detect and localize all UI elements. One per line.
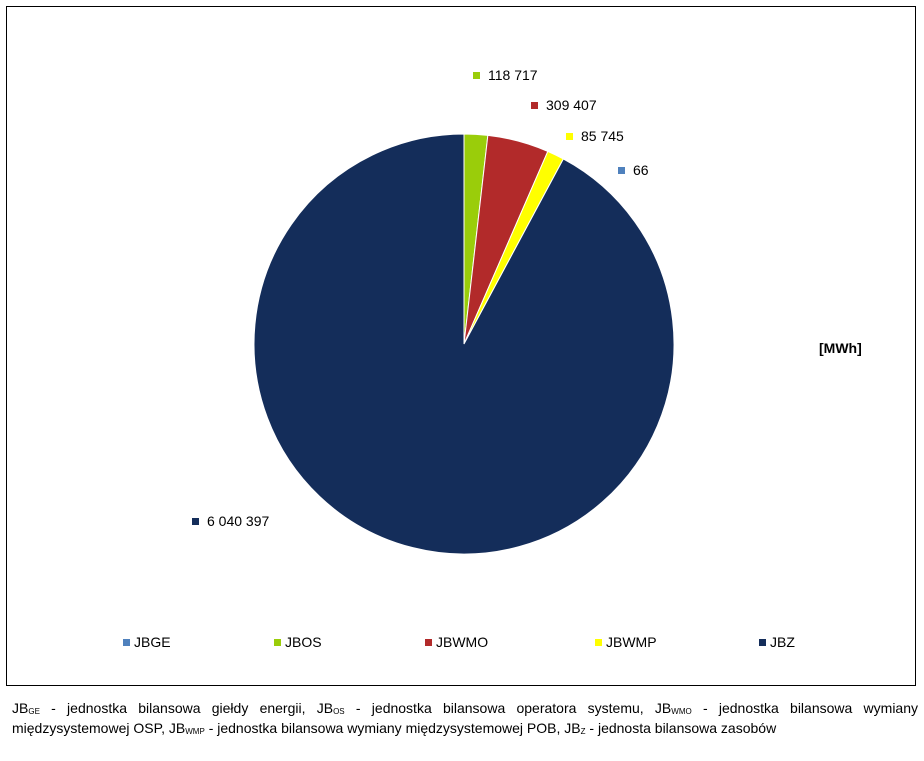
chart-frame: 118 717 309 407 85 745 66 6 040 397 [MWh…	[6, 6, 916, 686]
caption: JBGE - jednostka bilansowa giełdy energi…	[12, 700, 918, 740]
data-label-jbz: 6 040 397	[192, 513, 269, 529]
swatch-jbge	[618, 166, 625, 174]
caption-text: JB	[12, 700, 29, 716]
legend-item-jbwmp: JBWMP	[595, 634, 657, 650]
unit-label: [MWh]	[819, 340, 862, 356]
data-label-jbos: 118 717	[473, 67, 538, 83]
legend-label: JBWMP	[606, 634, 657, 650]
caption-subscript: WMO	[671, 707, 692, 716]
swatch-jbwmo	[531, 101, 538, 109]
legend-item-jbos: JBOS	[274, 634, 322, 650]
caption-text: - jednosta bilansowa zasobów	[585, 720, 777, 736]
swatch-jbos	[473, 71, 480, 79]
legend-item-jbz: JBZ	[759, 634, 795, 650]
pie-slice-jbz	[253, 133, 675, 555]
data-label-text: 6 040 397	[207, 513, 270, 529]
caption-text: - jednostka bilansowa giełdy energii, JB	[39, 700, 334, 716]
caption-subscript: WMP	[185, 727, 205, 736]
caption-text: - jednostka bilansowa wymiany międzysyst…	[204, 720, 581, 736]
legend-swatch	[425, 638, 432, 646]
caption-subscript: OS	[333, 707, 345, 716]
legend-swatch	[759, 638, 766, 646]
legend-swatch	[123, 638, 130, 646]
legend-item-jbge: JBGE	[123, 634, 171, 650]
data-label-text: 118 717	[488, 67, 538, 83]
legend-label: JBWMO	[436, 634, 489, 650]
legend-label: JBZ	[770, 634, 795, 650]
legend-item-jbwmo: JBWMO	[425, 634, 488, 650]
data-label-jbwmp: 85 745	[566, 128, 624, 144]
swatch-jbz	[192, 517, 199, 525]
legend-swatch	[274, 638, 281, 646]
caption-text: - jednostka bilansowa wymiany międzysyst…	[12, 700, 918, 736]
pie-chart	[253, 133, 675, 555]
caption-subscript: Z	[580, 727, 586, 736]
swatch-jbwmp	[566, 132, 573, 140]
data-label-text: 85 745	[581, 128, 624, 144]
data-label-text: 309 407	[546, 97, 597, 113]
legend: JBGE JBOS JBWMO JBWMP JBZ	[7, 634, 917, 654]
legend-swatch	[595, 638, 602, 646]
caption-text: - jednostka bilansowa operatora systemu,…	[344, 700, 672, 716]
data-label-jbwmo: 309 407	[531, 97, 597, 113]
data-label-text: 66	[633, 162, 649, 178]
legend-label: JBOS	[285, 634, 322, 650]
data-label-jbge: 66	[618, 162, 649, 178]
caption-subscript: GE	[28, 707, 40, 716]
legend-label: JBGE	[134, 634, 171, 650]
